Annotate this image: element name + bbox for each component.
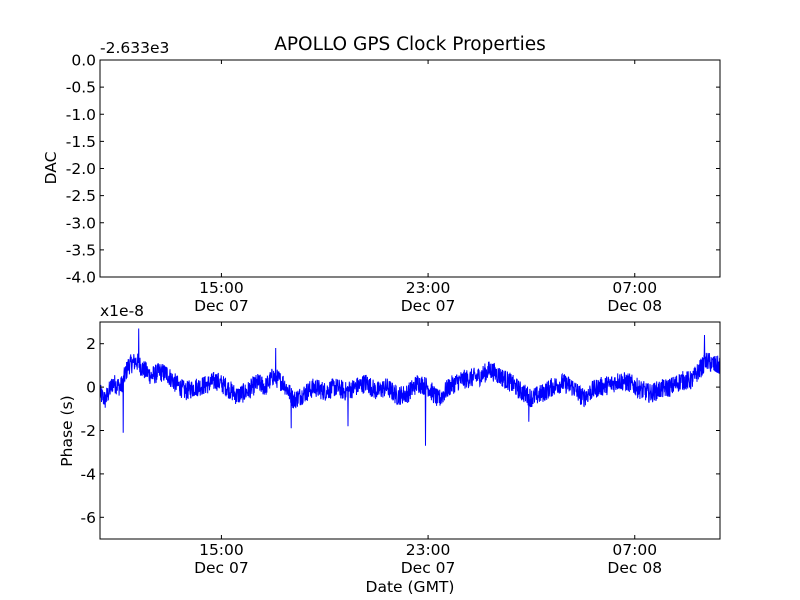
y-tick-label: -6 [81,509,96,527]
x-tick-time-label: 07:00 [612,541,657,559]
dac-panel: -2.633e3 DAC 0.0 -0.5 -1.0 -1.5 -2.0 -2.5 -3.0… [42,39,721,315]
axes-frame [99,59,721,278]
y-tick-label: -0.5 [66,79,96,97]
y-tick-label: -3.5 [66,241,96,259]
y-tick-label: -4 [81,465,96,483]
x-tick-date-label: Dec 07 [401,559,456,577]
y-tick-label: 2 [86,335,96,353]
x-tick-date-label: Dec 07 [401,297,456,315]
x-tick-date-label: Dec 08 [607,559,662,577]
y-tick-label: -4.0 [66,269,96,287]
y-tick-label: -2 [81,422,96,440]
y-tick-label: -2.5 [66,187,96,205]
x-tick-date-label: Dec 07 [194,297,249,315]
phase-ylabel: Phase (s) [58,395,76,466]
dac-offset-label: -2.633e3 [100,39,169,57]
phase-panel: x1e-8 Phase (s) Date (GMT) 2 0 -2 -4 -6 15:00… [58,302,721,596]
y-tick-label: -1.5 [66,133,96,151]
x-tick-time-label: 07:00 [612,279,657,297]
y-tick-label: -2.0 [66,160,96,178]
x-tick-time-label: 15:00 [199,541,244,559]
axes-frame [99,321,721,540]
phase-xlabel: Date (GMT) [366,578,455,596]
x-tick-date-label: Dec 07 [194,559,249,577]
phase-offset-label: x1e-8 [100,302,144,320]
y-tick-label: 0.0 [71,52,96,70]
chart-title: APOLLO GPS Clock Properties [274,34,546,55]
phase-series-line [100,328,720,446]
dac-ylabel: DAC [42,152,60,185]
x-tick-time-label: 15:00 [199,279,244,297]
y-tick-label: -3.0 [66,214,96,232]
x-tick-date-label: Dec 08 [607,297,662,315]
x-tick-time-label: 23:00 [406,541,451,559]
x-tick-time-label: 23:00 [406,279,451,297]
y-tick-label: -1.0 [66,106,96,124]
y-tick-label: 0 [86,379,96,397]
